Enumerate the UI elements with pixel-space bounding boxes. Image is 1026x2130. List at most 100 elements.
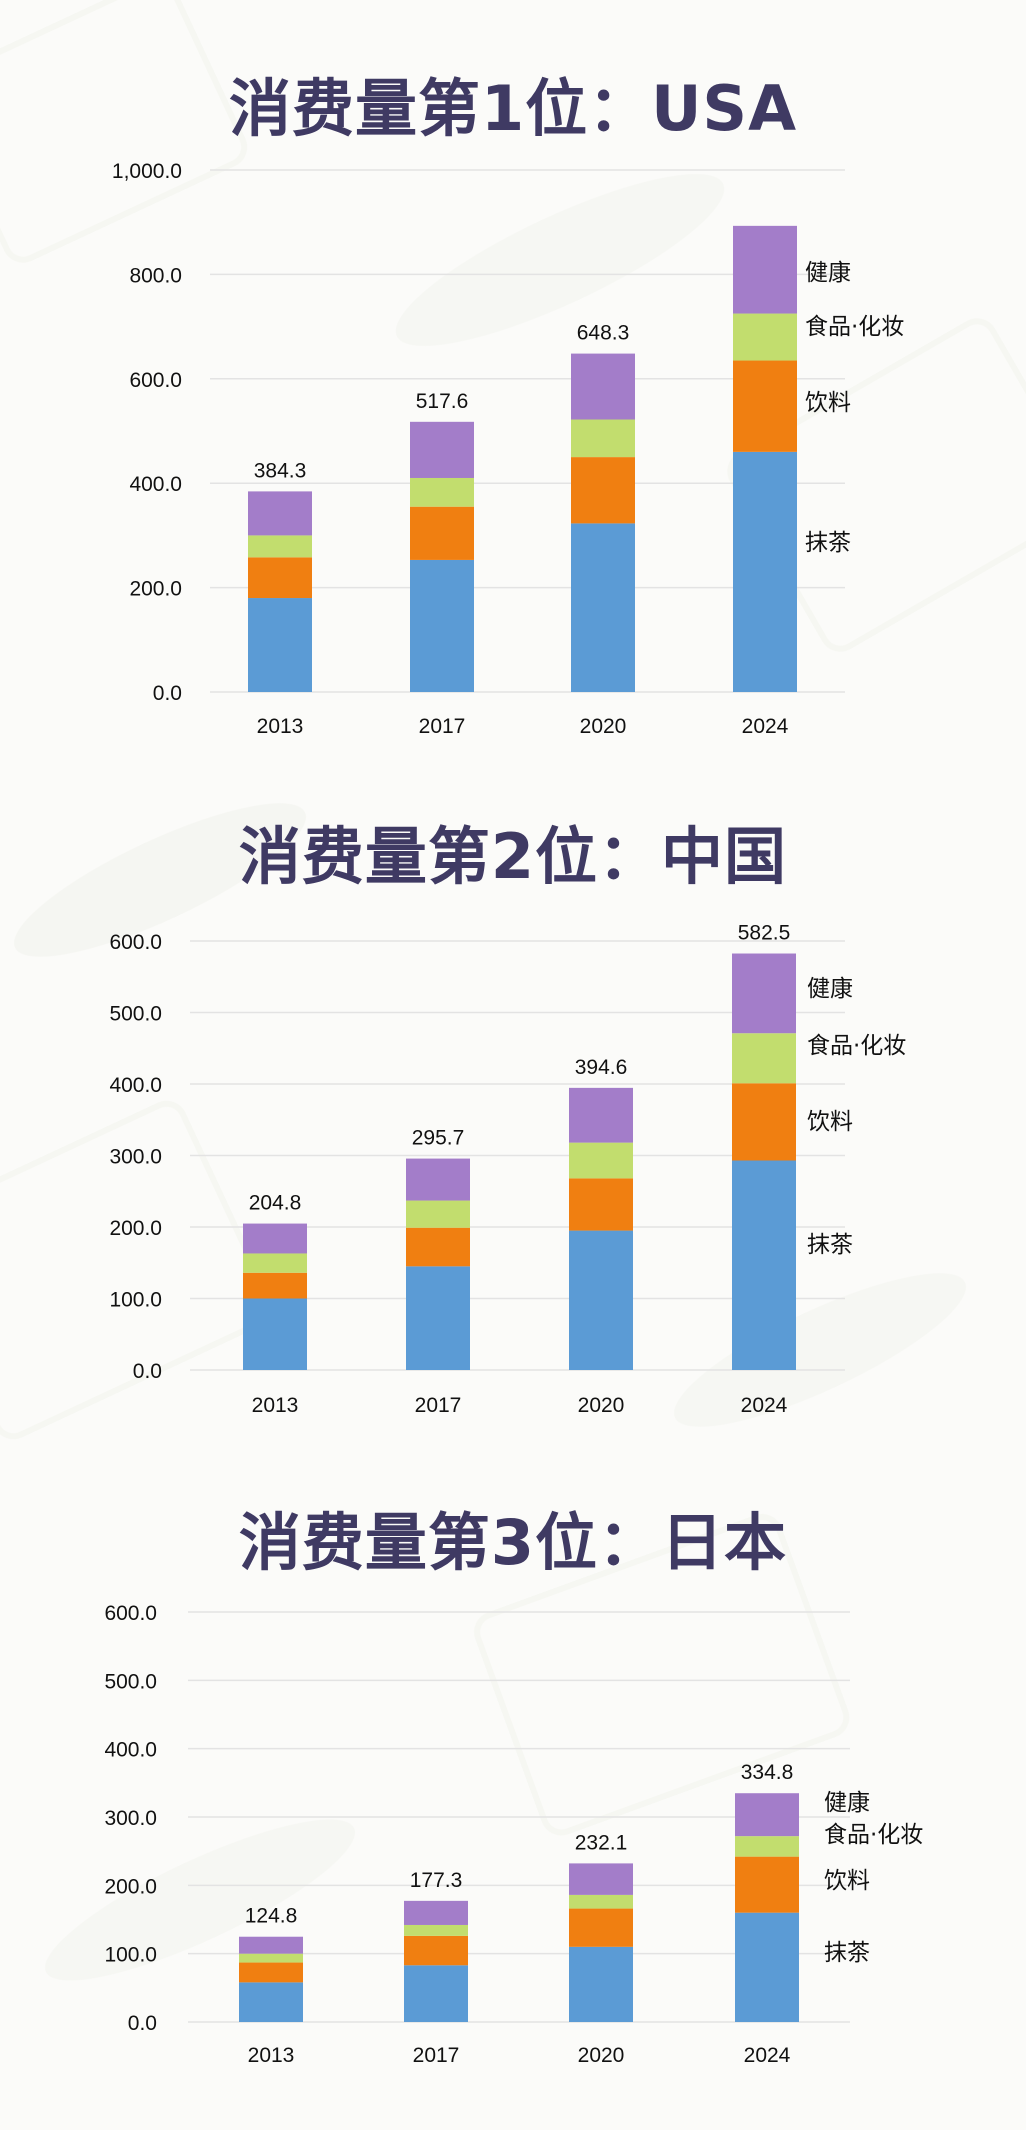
- x-tick-label: 2020: [580, 715, 627, 738]
- stacked-bar-chart-china: 0.0 100.0 200.0 300.0 400.0 500.0 600.0 204.8 20…: [109, 922, 906, 1417]
- bar-segment-health-2020: [571, 353, 635, 420]
- x-tick-label: 2024: [742, 715, 789, 738]
- y-tick-label: 200.0: [104, 1875, 157, 1898]
- bar-segment-health-2024: [733, 225, 797, 314]
- bar-total-label: 582.5: [738, 922, 791, 945]
- bar-segment-drinks-2013: [243, 1272, 307, 1299]
- bar-total-label: 295.7: [412, 1127, 465, 1150]
- y-tick-label: 0.0: [153, 682, 182, 705]
- bar-segment-matcha-2020: [571, 523, 635, 692]
- legend-label-matcha: 抹茶: [824, 1940, 870, 1966]
- bar-segment-food-cosmetics-2013: [243, 1253, 307, 1273]
- chart-section-usa: 消费量第1位：USA 0.0 200.0 400.0 600.0 800.0 1,000.…: [0, 0, 1026, 760]
- x-tick-label: 2013: [252, 1394, 299, 1417]
- bar-segment-food-cosmetics-2017: [404, 1924, 468, 1936]
- bar-segment-food-cosmetics-2020: [569, 1142, 633, 1179]
- bar-segment-health-2020: [569, 1087, 633, 1143]
- legend-label-drinks: 饮料: [824, 1868, 870, 1894]
- bar-segment-drinks-2017: [406, 1227, 470, 1267]
- bar-total-label: 177.3: [410, 1869, 463, 1892]
- y-tick-label: 300.0: [109, 1146, 162, 1169]
- chart-section-china: 消费量第2位：中国 0.0 100.0 200.0 300.0 400.0 500.0 60…: [109, 820, 906, 1417]
- bar-segment-matcha-2013: [248, 598, 312, 692]
- y-tick-label: 400.0: [129, 473, 182, 496]
- y-tick-label: 0.0: [133, 1360, 162, 1383]
- bar-segment-matcha-2017: [410, 559, 474, 692]
- legend-label-drinks: 饮料: [805, 390, 851, 416]
- bar-segment-health-2024: [735, 1793, 799, 1837]
- bar-segment-health-2017: [410, 421, 474, 478]
- bar-total-label: 384.3: [254, 459, 307, 482]
- bar-segment-health-2024: [732, 953, 796, 1034]
- chart-title: 消费量第2位：中国: [238, 820, 788, 893]
- legend-label-matcha: 抹茶: [805, 530, 851, 556]
- legend-label-food-cosmetics: 食品·化妆: [805, 314, 904, 340]
- bar-segment-drinks-2017: [410, 506, 474, 560]
- bar-segment-drinks-2013: [248, 557, 312, 599]
- bar-segment-matcha-2013: [243, 1298, 307, 1370]
- bar-segment-drinks-2020: [569, 1178, 633, 1231]
- bar-segment-drinks-2024: [733, 360, 797, 452]
- x-tick-label: 2013: [248, 2044, 295, 2067]
- stacked-bar-chart-usa: 0.0 200.0 400.0 600.0 800.0 1,000.0 384.3 2013 5…: [112, 160, 904, 738]
- bar-segment-food-cosmetics-2013: [239, 1953, 303, 1963]
- legend-label-food-cosmetics: 食品·化妆: [807, 1033, 906, 1059]
- x-tick-label: 2024: [741, 1394, 788, 1417]
- bar-segment-food-cosmetics-2020: [571, 419, 635, 458]
- bar-segment-matcha-2013: [239, 1982, 303, 2022]
- bar-segment-food-cosmetics-2013: [248, 535, 312, 558]
- bar-segment-food-cosmetics-2024: [733, 313, 797, 361]
- y-tick-label: 500.0: [109, 1003, 162, 1026]
- bar-total-label: 648.3: [577, 322, 630, 345]
- bar-segment-drinks-2020: [569, 1908, 633, 1947]
- y-tick-label: 400.0: [104, 1739, 157, 1762]
- y-tick-label: 400.0: [109, 1074, 162, 1097]
- chart-title: 消费量第1位：USA: [228, 72, 798, 145]
- bar-segment-drinks-2024: [735, 1856, 799, 1913]
- bar-segment-drinks-2017: [404, 1935, 468, 1966]
- bar-segment-matcha-2024: [735, 1912, 799, 2022]
- legend-label-drinks: 饮料: [807, 1109, 853, 1135]
- bar-segment-drinks-2024: [732, 1083, 796, 1161]
- legend-label-health: 健康: [805, 260, 851, 286]
- legend-label-food-cosmetics: 食品·化妆: [824, 1822, 923, 1848]
- bar-segment-health-2017: [406, 1158, 470, 1201]
- bar-segment-health-2013: [239, 1936, 303, 1954]
- y-tick-label: 600.0: [129, 369, 182, 392]
- bar-total-label: 517.6: [416, 390, 469, 413]
- bar-segment-drinks-2020: [571, 457, 635, 524]
- y-tick-label: 200.0: [109, 1217, 162, 1240]
- bar-segment-drinks-2013: [239, 1962, 303, 1983]
- y-tick-label: 0.0: [128, 2012, 157, 2035]
- bar-segment-food-cosmetics-2024: [735, 1836, 799, 1857]
- x-tick-label: 2020: [578, 1394, 625, 1417]
- bar-segment-matcha-2020: [569, 1946, 633, 2022]
- bar-total-label: 334.8: [741, 1761, 794, 1784]
- bar-segment-matcha-2024: [732, 1160, 796, 1370]
- x-tick-label: 2013: [257, 715, 304, 738]
- bar-total-label: 394.6: [575, 1056, 628, 1079]
- y-tick-label: 200.0: [129, 578, 182, 601]
- bar-segment-health-2017: [404, 1900, 468, 1925]
- bar-segment-matcha-2024: [733, 451, 797, 692]
- x-tick-label: 2020: [578, 2044, 625, 2067]
- bar-segment-health-2013: [243, 1223, 307, 1254]
- bar-total-label: 204.8: [249, 1192, 302, 1215]
- bar-segment-food-cosmetics-2020: [569, 1894, 633, 1909]
- y-tick-label: 600.0: [104, 1602, 157, 1625]
- x-tick-label: 2017: [415, 1394, 462, 1417]
- bar-segment-matcha-2017: [406, 1266, 470, 1370]
- chart-title: 消费量第3位：日本: [238, 1506, 788, 1579]
- bar-segment-matcha-2017: [404, 1965, 468, 2022]
- x-tick-label: 2017: [413, 2044, 460, 2067]
- bar-segment-matcha-2020: [569, 1230, 633, 1370]
- y-tick-label: 800.0: [129, 264, 182, 287]
- y-tick-label: 100.0: [109, 1289, 162, 1312]
- bar-segment-food-cosmetics-2024: [732, 1033, 796, 1084]
- y-tick-label: 300.0: [104, 1807, 157, 1830]
- y-tick-label: 1,000.0: [112, 160, 182, 183]
- y-tick-label: 500.0: [104, 1670, 157, 1693]
- bar-segment-food-cosmetics-2017: [410, 477, 474, 507]
